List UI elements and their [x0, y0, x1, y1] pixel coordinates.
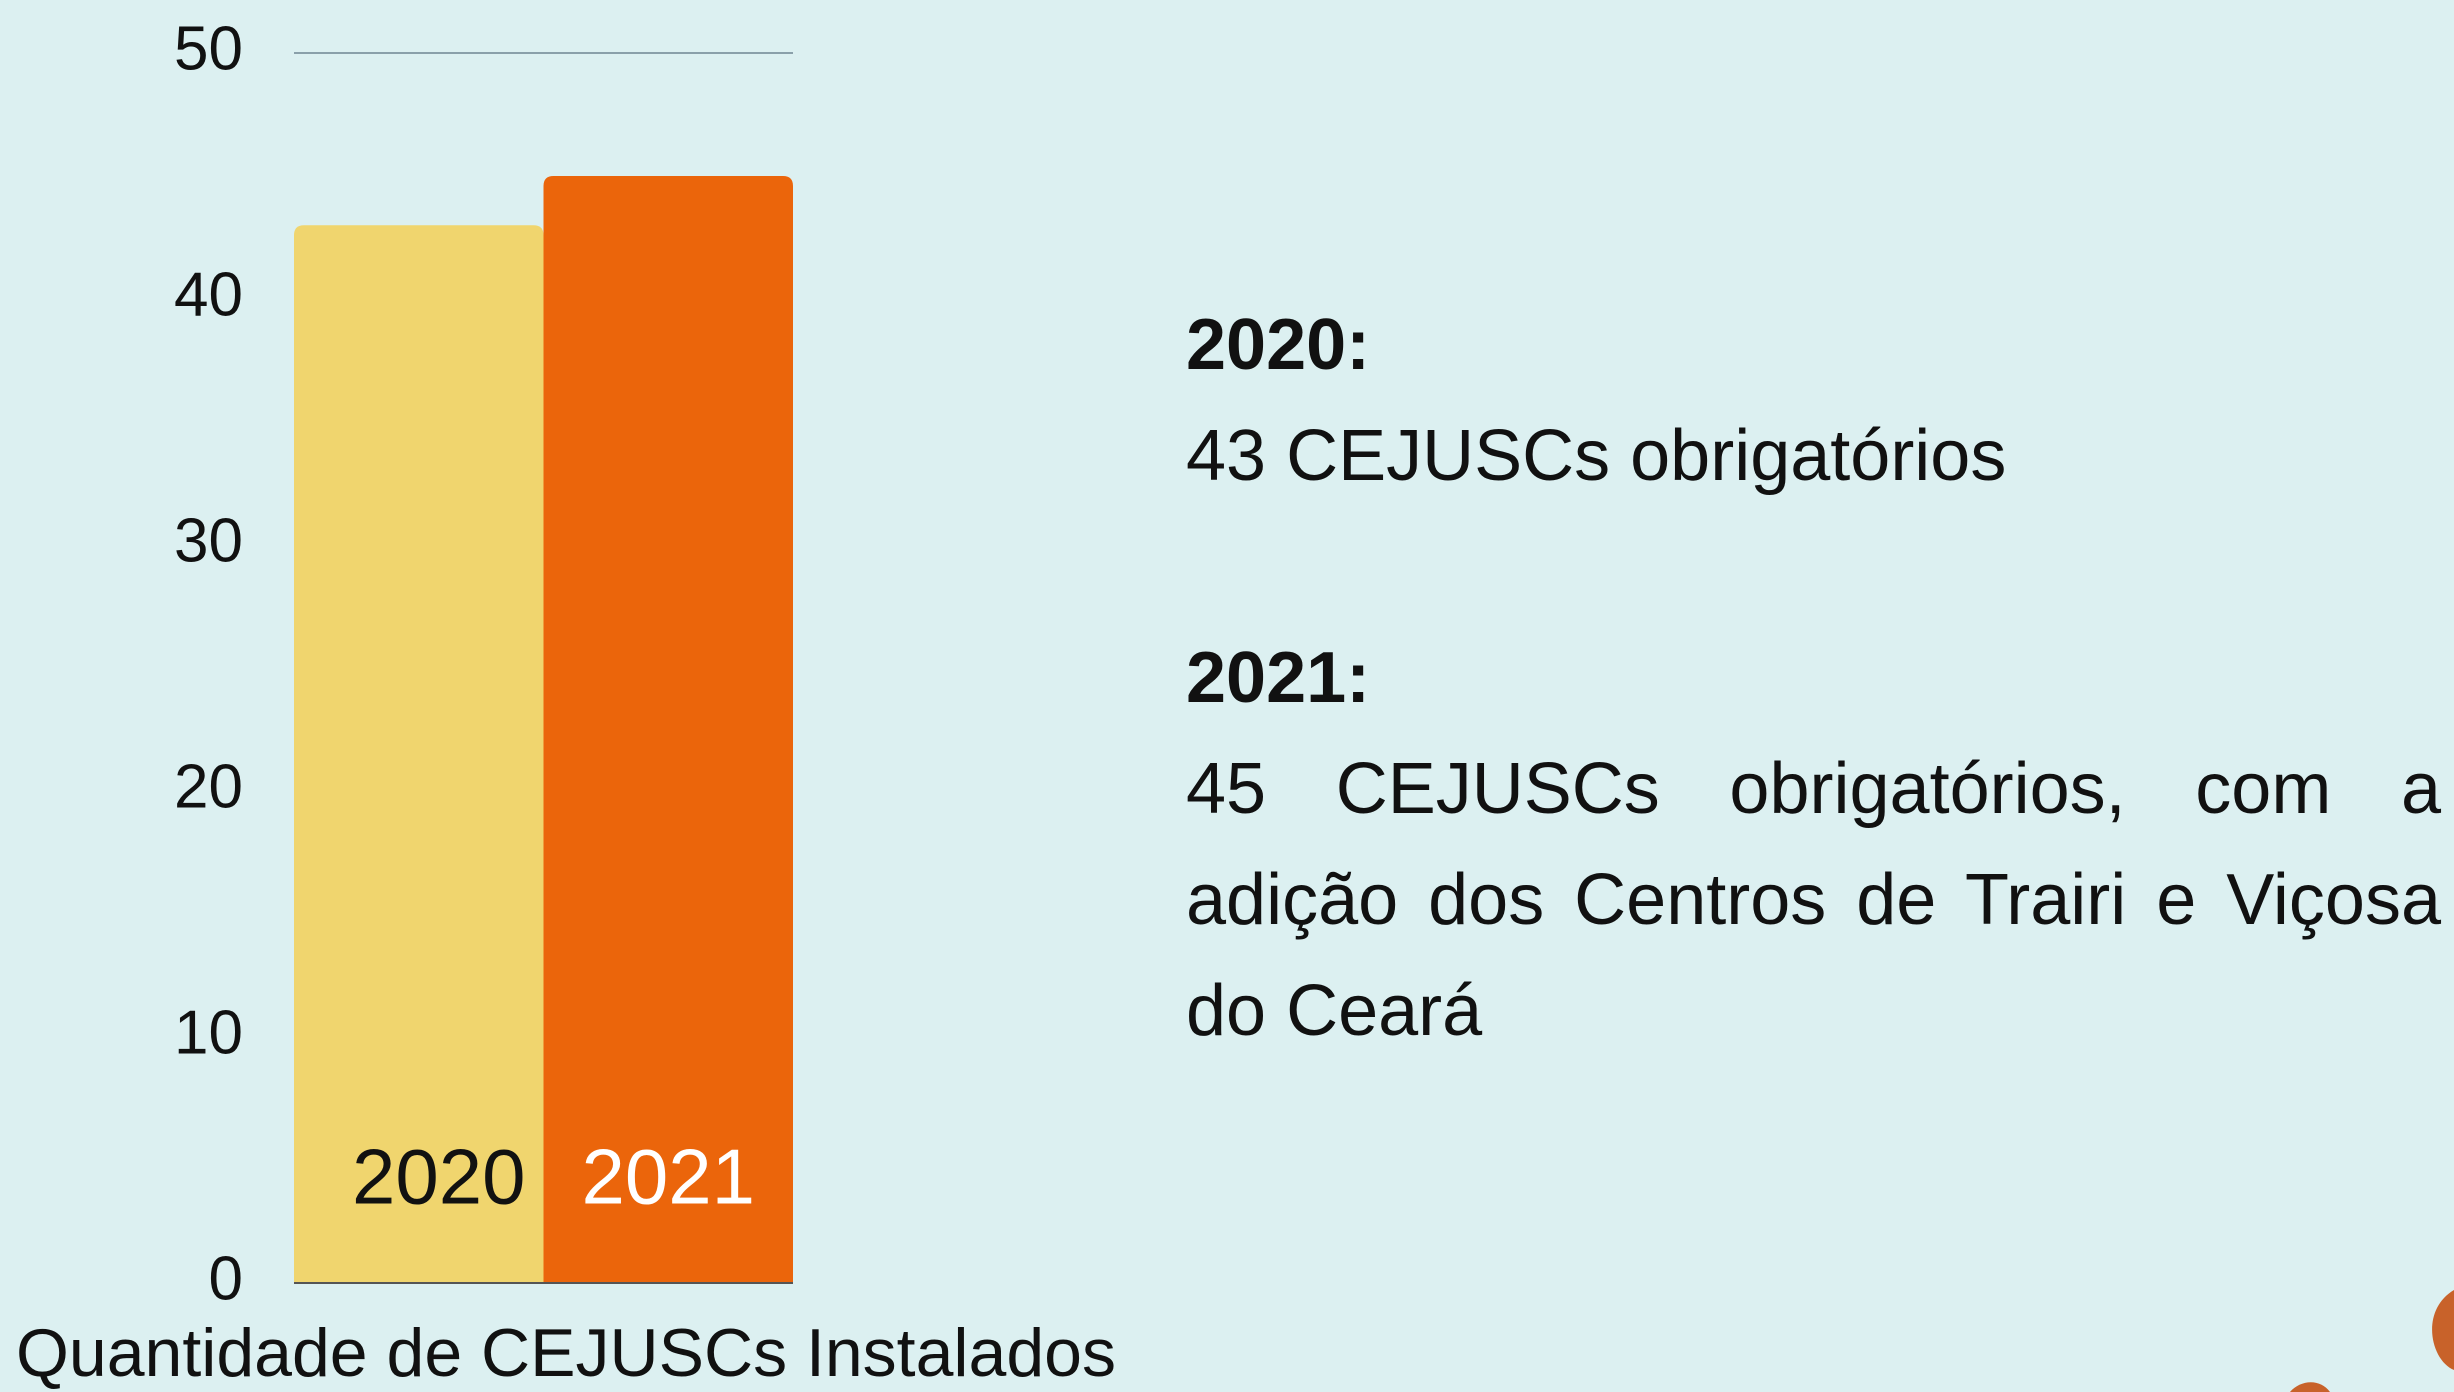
- y-tick-label: 20: [174, 752, 243, 821]
- category-label: 2021: [581, 1133, 755, 1221]
- y-tick-label: 0: [209, 1244, 243, 1313]
- notes: 2020: 43 CEJUSCs obrigatórios 2021: 45 C…: [1186, 290, 2441, 1178]
- note-heading: 2020:: [1186, 290, 2441, 401]
- note-body: 43 CEJUSCs obrigatórios: [1186, 401, 2441, 512]
- note-body: 45 CEJUSCs obrigatórios, com a adição do…: [1186, 734, 2441, 1067]
- category-label: 2020: [352, 1133, 526, 1221]
- y-tick-label: 10: [174, 998, 243, 1067]
- y-tick-label: 30: [174, 506, 243, 575]
- y-tick-label: 40: [174, 260, 243, 329]
- x-axis-label: Quantidade de CEJUSCs Instalados: [16, 1315, 1116, 1391]
- bar: [544, 176, 794, 1283]
- page: 0 10 20 30 40 50 2020 2021 Quantidade de CEJUSCs…: [0, 0, 2454, 1392]
- note-heading: 2021:: [1186, 623, 2441, 734]
- bar: [294, 225, 544, 1283]
- y-tick-label: 50: [174, 14, 243, 83]
- decoration: [2290, 1290, 2454, 1392]
